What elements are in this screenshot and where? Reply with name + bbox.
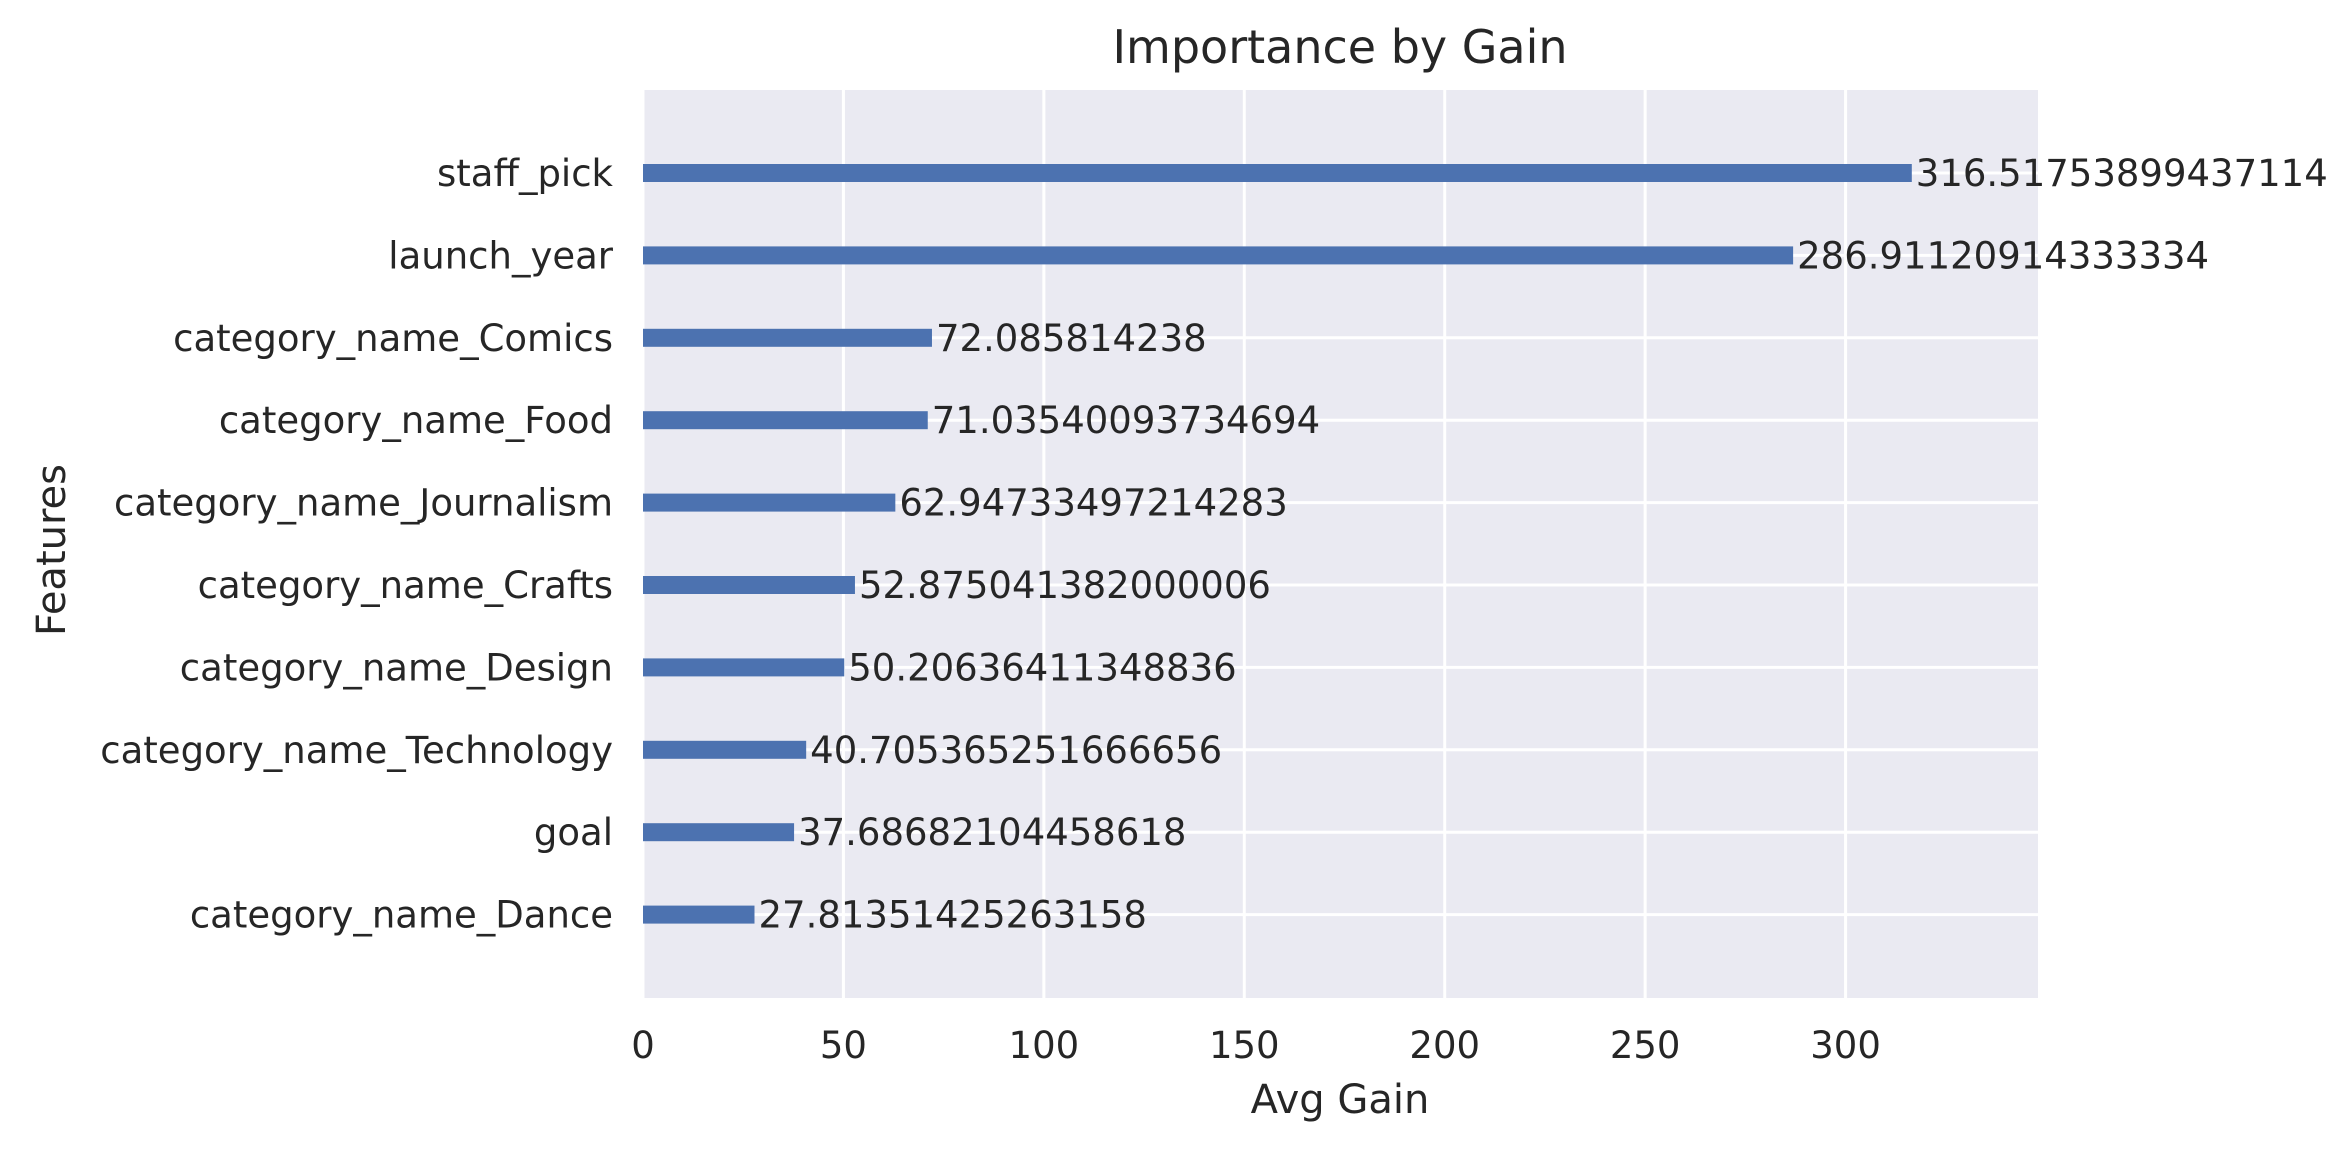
- bar-value-label: 316.51753899437114: [1916, 152, 2328, 195]
- chart-title: Importance by Gain: [1112, 20, 1567, 74]
- bar: [643, 164, 1912, 182]
- y-tick-label: category_name_Crafts: [198, 564, 613, 607]
- bar-value-label: 40.705365251666656: [810, 729, 1222, 772]
- bar: [643, 658, 845, 677]
- y-tick-label: goal: [534, 811, 613, 854]
- x-tick-labels: 0 50 100 150 200 250 300: [631, 1024, 1881, 1067]
- bar: [643, 576, 855, 594]
- y-tick-label: category_name_Dance: [190, 894, 613, 937]
- x-tick-label: 300: [1810, 1024, 1881, 1067]
- bar: [643, 493, 896, 512]
- y-tick-label: staff_pick: [437, 152, 614, 195]
- bar-value-label: 50.20636411348836: [848, 646, 1236, 689]
- bar-value-label: 62.94733497214283: [899, 482, 1287, 525]
- y-tick-label: category_name_Journalism: [114, 482, 613, 525]
- x-tick-label: 150: [1209, 1024, 1280, 1067]
- bar: [643, 740, 807, 759]
- x-tick-label: 200: [1409, 1024, 1480, 1067]
- bar-value-label: 286.91120914333334: [1797, 234, 2209, 277]
- x-tick-label: 250: [1610, 1024, 1681, 1067]
- bar-value-labels: 316.51753899437114 286.91120914333334 72.0…: [758, 152, 2327, 937]
- bar: [643, 905, 755, 924]
- x-tick-label: 50: [820, 1024, 867, 1067]
- y-tick-label: category_name_Technology: [100, 729, 613, 772]
- bar: [643, 246, 1794, 265]
- plot-background: [643, 90, 2038, 998]
- y-tick-label: launch_year: [388, 234, 613, 277]
- y-axis-label: Features: [29, 464, 75, 636]
- bar-value-label: 27.81351425263158: [758, 894, 1146, 937]
- y-tick-label: category_name_Food: [219, 399, 613, 442]
- bar-value-label: 52.875041382000006: [859, 564, 1271, 607]
- y-tick-label: category_name_Design: [180, 646, 613, 689]
- y-tick-label: category_name_Comics: [173, 317, 613, 360]
- bar: [643, 328, 932, 347]
- x-tick-label: 100: [1009, 1024, 1080, 1067]
- y-tick-labels: staff_pick launch_year category_name_Comic…: [100, 152, 613, 937]
- bar-value-label: 72.085814238: [936, 317, 1207, 360]
- x-axis-label: Avg Gain: [1251, 1077, 1430, 1123]
- bar: [643, 411, 928, 430]
- bars: [643, 164, 1912, 924]
- bar: [643, 823, 795, 842]
- bar-value-label: 37.68682104458618: [798, 811, 1186, 854]
- x-tick-label: 0: [631, 1024, 655, 1067]
- bar-value-label: 71.03540093734694: [932, 399, 1320, 442]
